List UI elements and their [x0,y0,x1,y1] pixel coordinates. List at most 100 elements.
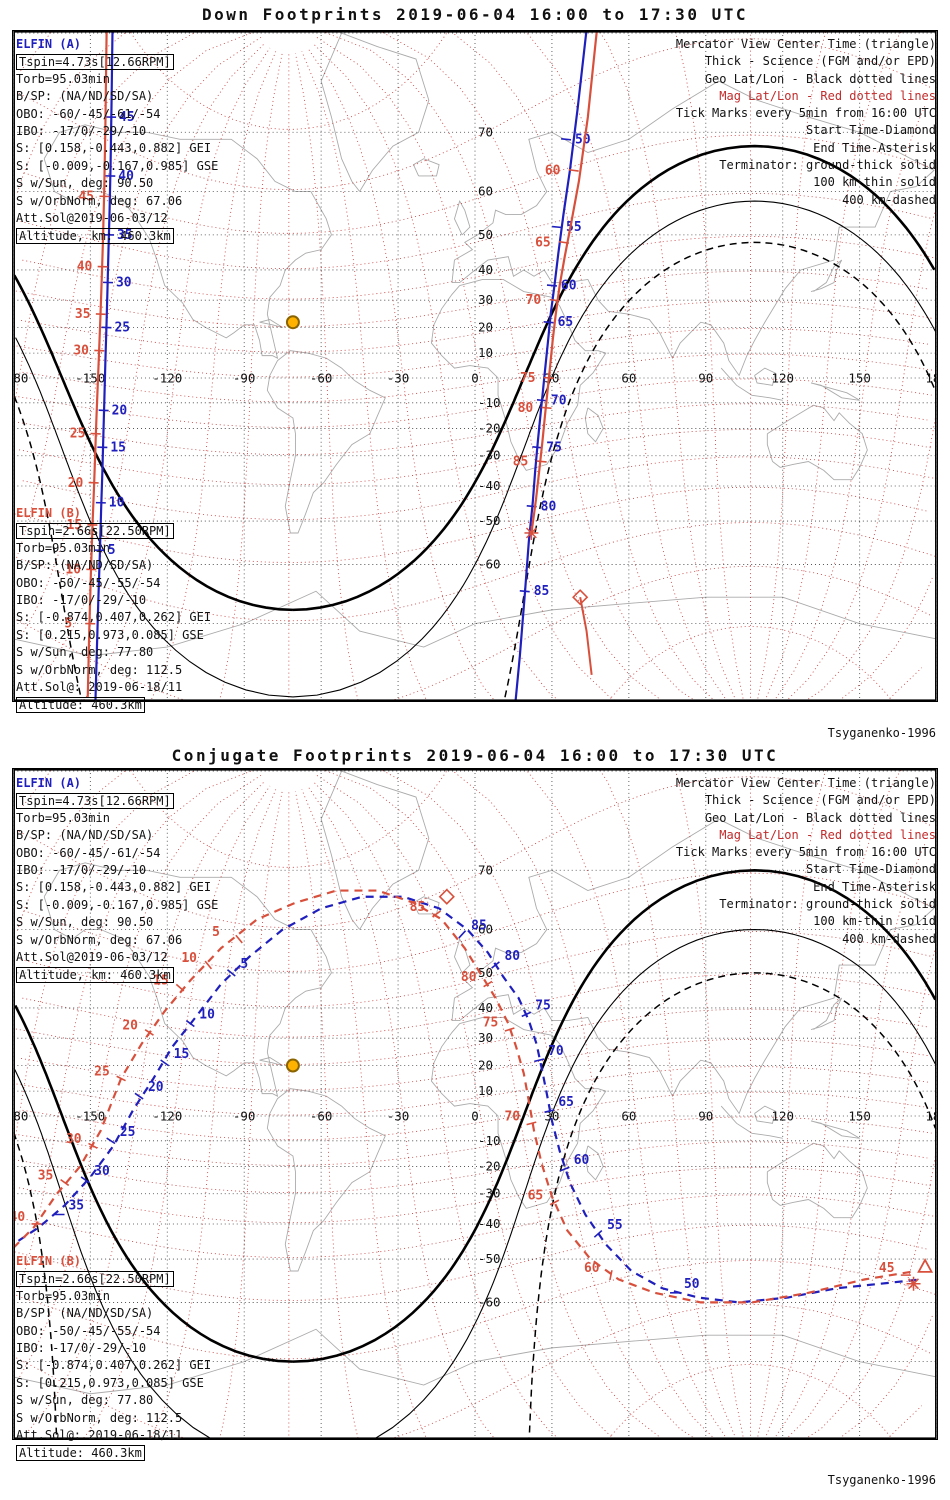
legend-line: Geo Lat/Lon - Black dotted lines [704,71,936,86]
info-line: Altitude: 460.3km [16,696,211,714]
start-diamond-marker [438,888,455,905]
lon-tick-label: 120 [771,370,794,385]
lon-tick-label: 180 [925,1108,937,1123]
minute-tick-label: 15 [174,1047,190,1062]
minute-tick-mark [491,961,500,969]
minute-tick-label: 20 [68,476,84,491]
boxed-info-value: Altitude: 460.3km [16,1445,145,1462]
lat-tick-label: 40 [478,1000,493,1015]
minute-tick-label: 45 [879,1261,895,1276]
minute-tick-label: 65 [528,1188,544,1203]
lat-tick-label: 20 [478,1057,493,1072]
lat-tick-label: 30 [478,292,493,307]
lat-tick-label: 20 [478,319,493,334]
info-line: S w/OrbNorm, deg: 67.06 [16,193,183,208]
sun-symbol [285,1058,300,1073]
minute-tick-label: 30 [94,1164,110,1179]
minute-tick-label: 60 [561,279,577,294]
minute-tick-label: 70 [548,1044,564,1059]
terminator-curves [13,869,937,1439]
panel-title: Down Footprints 2019-06-04 16:00 to 17:3… [202,5,748,24]
lon-tick-label: 60 [621,1108,636,1123]
minute-tick-mark [541,406,552,410]
minute-tick-label: 60 [545,163,561,178]
minute-tick-label: 85 [513,454,529,469]
legend-line: Thick - Science (FGM and/or EPD) [704,793,936,808]
minute-tick-label: 25 [120,1125,136,1140]
boxed-info-value: Altitude, km: 460.3km [16,967,174,984]
lon-tick-label: -120 [152,1108,182,1123]
minute-tick-label: 75 [483,1016,499,1031]
lat-tick-label: 30 [478,1030,493,1045]
info-line: Altitude, km: 460.3km [16,966,218,984]
info-line: S: [-0.009,-0.167,0.985] GSE [16,158,219,173]
legend-line: End Time-Asterisk [813,140,936,155]
minute-tick-label: 20 [148,1080,164,1095]
elfin-b-info-block: ELFIN (B) Tspin=2.66s[22.50RPM] Torb=95.03… [16,1253,211,1462]
info-line: S: [0.158,-0.443,0.882] GEI [16,141,212,156]
minute-tick-label: 20 [122,1018,138,1033]
lon-tick-label: 30 [544,1108,559,1123]
minute-tick-mark [609,1270,613,1281]
legend-line: Start Time-Diamond [805,123,936,138]
minute-tick-label: 75 [520,371,536,386]
minute-tick-label: 80 [461,970,477,985]
minute-tick-label: 80 [541,499,557,514]
minute-tick-label: 30 [73,344,89,359]
info-line: Tspin=4.73s[12.66RPM] [16,53,218,71]
lat-tick-label: -20 [478,1158,501,1173]
lat-tick-label: -30 [478,448,501,463]
info-line: S: [-0.009,-0.167,0.985] GSE [16,897,219,912]
minute-tick-label: 40 [118,169,134,184]
boxed-info-value: Tspin=2.66s[22.50RPM] [16,523,174,540]
legend-line: 400 km-dashed [842,192,936,207]
legend-line: 100 km-thin solid [813,914,936,929]
minute-tick-mark [552,225,563,229]
panel-conjugate-footprints: Conjugate Footprints 2019-06-04 16:00 to… [0,745,950,1500]
legend-line: Mercator View Center Time (triangle) [675,37,936,51]
minute-tick-label: 5 [212,925,220,940]
info-line: B/SP: (NA/ND/SD/SA) [16,89,154,104]
minute-tick-mark [116,1075,126,1082]
minute-tick-mark [432,910,442,918]
minute-tick-label: 85 [471,918,487,933]
minute-tick-mark [559,1166,570,1172]
info-line: OBO: -60/-45/-61/-54 [16,106,161,121]
boxed-info-value: Tspin=4.73s[12.66RPM] [16,54,174,71]
minute-tick-mark [226,969,236,977]
lat-tick-label: -40 [478,1216,501,1231]
legend-line: 100 km-thin solid [813,175,936,190]
coastlines [13,770,937,1395]
lat-tick-label: -40 [478,478,501,493]
minute-tick-label: 70 [505,1109,521,1124]
credits: Tsyganenko-1996 Created: Wed Dec 7 13:54… [698,1444,936,1500]
axis-labels: -180 -150 -120 -90 -60 -30 0 30 60 90 120 150 180 70 6… [13,124,936,571]
minute-tick-label: 35 [69,1199,85,1214]
minute-tick-mark [543,320,554,324]
info-line: Torb=95.03min [16,1288,110,1303]
info-line: Torb=95.03min [16,71,110,86]
lon-tick-label: -60 [310,1108,333,1123]
legend-line: End Time-Asterisk [813,879,936,894]
minute-tick-label: 60 [574,1153,590,1168]
info-line: OBO: -60/-45/-61/-54 [16,845,161,860]
minute-tick-label: 20 [112,403,128,418]
minute-tick-mark [521,1011,532,1018]
info-line: Altitude, km: 460.3km [16,227,218,245]
minute-tick-label: 35 [75,307,91,322]
lat-tick-label: 10 [478,345,493,360]
minute-tick-label: 65 [558,315,574,330]
map-plot: -180-150-120-90-60-300306090120150180706… [13,31,937,701]
minute-tick-label: 10 [65,562,81,577]
lon-tick-label: -30 [387,1108,410,1123]
lat-tick-label: -30 [478,1186,501,1201]
boxed-info-value: Tspin=4.73s[12.66RPM] [16,793,174,810]
minute-tick-mark [144,1029,154,1036]
sun-symbol [285,315,300,330]
minute-tick-label: 30 [66,1132,82,1147]
minute-tick-mark [558,240,570,244]
lon-tick-label: -180 [13,1108,28,1123]
minute-tick-label: 50 [575,132,591,147]
lon-tick-label: 90 [698,1108,713,1123]
lat-tick-label: -50 [478,1251,501,1266]
